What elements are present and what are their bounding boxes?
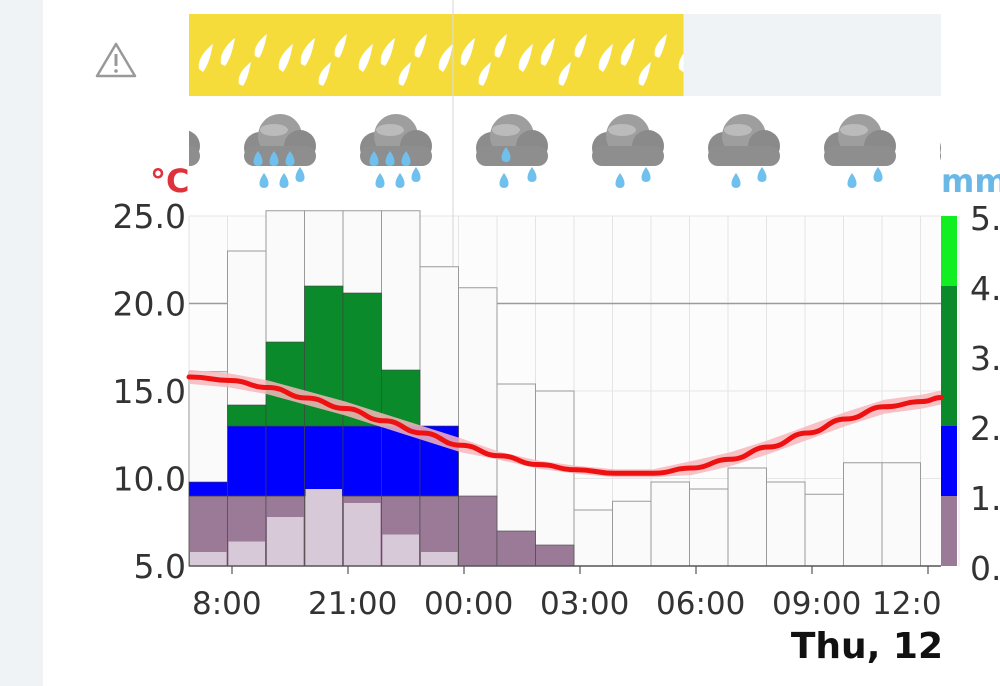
time-tick-label: 06:00 bbox=[656, 586, 745, 622]
time-tick-label: 12:0 bbox=[872, 586, 942, 622]
max-temperature-bar bbox=[535, 390, 575, 567]
precipitation-tick-label: 5. bbox=[970, 199, 1000, 238]
precipitation-light-bar bbox=[305, 489, 342, 566]
temperature-axis: 25.0 20.0 15.0 10.0 5.0 bbox=[113, 197, 186, 586]
date-label: Thu, 12 bbox=[791, 626, 943, 667]
cloud-light-rain-icon[interactable] bbox=[824, 114, 896, 188]
left-sidebar-strip bbox=[0, 0, 43, 686]
cloud-heavy-rain-icon[interactable] bbox=[360, 114, 432, 188]
time-tick-label: 00:00 bbox=[424, 586, 513, 622]
max-temperature-bar bbox=[843, 462, 883, 567]
precipitation-axis: 5. 4. 3. 2. 1. 0. bbox=[970, 199, 1000, 588]
precipitation-unit-label: mm bbox=[941, 162, 1000, 200]
precipitation-tick-label: 2. bbox=[970, 409, 1000, 448]
precipitation-bar-segment bbox=[458, 495, 498, 567]
warning-panel bbox=[43, 0, 189, 686]
temperature-tick-label: 10.0 bbox=[113, 460, 186, 499]
cloud-light-rain-icon[interactable] bbox=[708, 114, 780, 188]
precipitation-bar-segment bbox=[227, 425, 267, 497]
precipitation-bar-segment bbox=[265, 425, 305, 497]
max-temperature-bar bbox=[612, 500, 652, 567]
time-tick-label: 8:00 bbox=[192, 586, 262, 622]
max-temperature-bar bbox=[766, 481, 806, 567]
precipitation-tick-label: 4. bbox=[970, 269, 1000, 308]
max-temperature-bar bbox=[804, 493, 844, 567]
precipitation-light-bar bbox=[344, 503, 381, 566]
precipitation-tick-label: 1. bbox=[970, 479, 1000, 518]
cloud-moderate-rain-icon[interactable] bbox=[476, 114, 548, 188]
precipitation-tick-label: 0. bbox=[970, 549, 1000, 588]
precipitation-bar-segment bbox=[304, 425, 344, 497]
precipitation-bar-segment bbox=[342, 425, 382, 497]
max-temperature-bar bbox=[573, 509, 613, 567]
max-temperature-bar bbox=[727, 467, 767, 567]
cloud-rain-icon[interactable] bbox=[128, 114, 200, 186]
temperature-line[interactable] bbox=[186, 374, 944, 476]
time-tick-label: 21:00 bbox=[308, 586, 397, 622]
precipitation-light-bar bbox=[267, 517, 304, 566]
precipitation-tick-label: 3. bbox=[970, 339, 1000, 378]
precipitation-bar-segment bbox=[535, 544, 575, 567]
max-temperature-bar bbox=[689, 488, 729, 567]
rain-warning-band[interactable] bbox=[189, 14, 684, 96]
cloud-icon[interactable] bbox=[940, 114, 1000, 166]
max-temperature-bar bbox=[881, 462, 921, 567]
precipitation-bar-segment bbox=[188, 481, 228, 497]
precipitation-light-bar bbox=[421, 552, 458, 566]
cloud-heavy-rain-icon[interactable] bbox=[244, 114, 316, 188]
max-temperature-bar bbox=[650, 481, 690, 567]
time-axis: 8:00 21:00 00:00 03:00 06:00 09:00 12:0 bbox=[192, 566, 942, 622]
precipitation-bars bbox=[188, 216, 957, 567]
cloud-light-rain-icon[interactable] bbox=[592, 114, 664, 188]
precipitation-scale-segment bbox=[941, 426, 957, 496]
precipitation-scale-segment bbox=[941, 286, 957, 426]
temperature-tick-label: 25.0 bbox=[113, 197, 186, 236]
time-tick-label: 09:00 bbox=[772, 586, 861, 622]
temperature-tick-label: 15.0 bbox=[113, 372, 186, 411]
precipitation-bar-segment bbox=[381, 425, 421, 497]
precipitation-bar-segment bbox=[227, 404, 267, 427]
warning-icon[interactable] bbox=[95, 42, 137, 78]
temperature-series bbox=[186, 370, 944, 478]
precipitation-light-bar bbox=[382, 534, 419, 566]
time-tick-label: 03:00 bbox=[540, 586, 629, 622]
precipitation-light-bar bbox=[190, 552, 227, 566]
precipitation-scale-segment bbox=[941, 216, 957, 286]
precipitation-scale-segment bbox=[941, 496, 957, 566]
precipitation-bar-segment bbox=[496, 530, 536, 567]
precipitation-light-bar bbox=[228, 541, 265, 566]
temperature-tick-label: 20.0 bbox=[113, 285, 186, 324]
temperature-unit-label: °C bbox=[150, 162, 189, 200]
temperature-tick-label: 5.0 bbox=[134, 547, 186, 586]
